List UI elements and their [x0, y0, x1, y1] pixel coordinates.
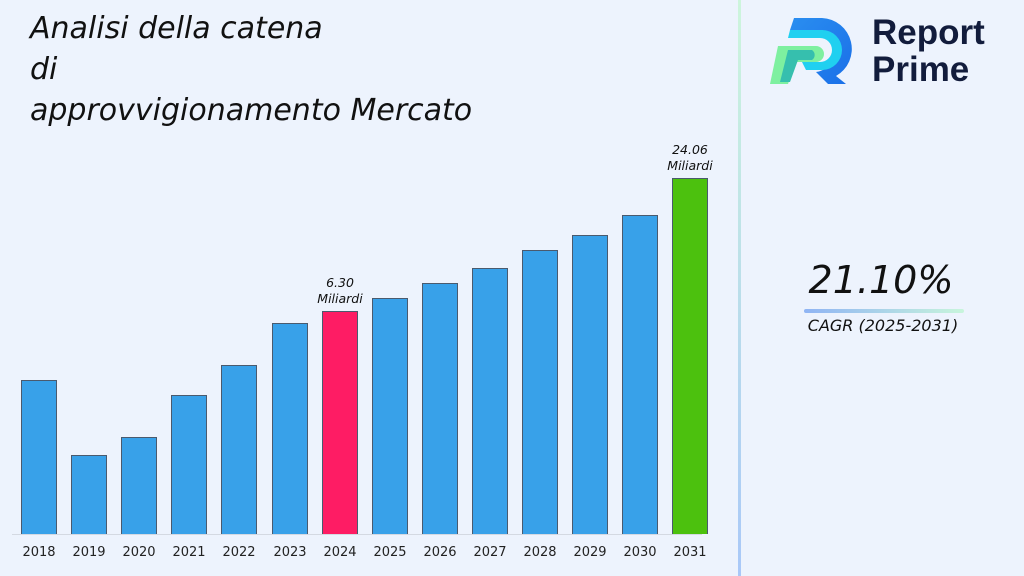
bar-2027: [472, 268, 508, 534]
x-tick-label: 2025: [373, 545, 407, 560]
title-line-3: approvvigionamento Mercato: [30, 93, 473, 128]
bar-2028: [522, 250, 558, 534]
cagr-value: 21.10%: [808, 258, 954, 302]
x-tick-label: 2024: [323, 545, 357, 560]
bar-2020: [121, 437, 157, 534]
x-tick-label: 2029: [573, 545, 607, 560]
report-prime-logo: Report Prime: [766, 14, 1006, 90]
title-line-2: di: [30, 52, 58, 87]
bar-2025: [372, 298, 408, 534]
title-line-1: Analisi della catena: [30, 11, 323, 46]
bar-2030: [622, 215, 658, 534]
bar-2029: [572, 235, 608, 534]
x-tick-label: 2031: [673, 545, 707, 560]
bar-2022: [221, 365, 257, 534]
value-label-2024: 6.30 Miliardi: [317, 275, 363, 306]
bar-2021: [171, 395, 207, 534]
x-tick-label: 2020: [122, 545, 156, 560]
x-tick-label: 2022: [222, 545, 256, 560]
x-tick-label: 2027: [473, 545, 507, 560]
x-tick-label: 2023: [273, 545, 307, 560]
cagr-underline: [804, 309, 964, 313]
x-tick-label: 2021: [172, 545, 206, 560]
x-tick-label: 2030: [623, 545, 657, 560]
x-tick-label: 2028: [523, 545, 557, 560]
bar-chart: 2018 2019 2020 2021 2022 2023 2024 6.30 Miliardi…: [12, 142, 713, 560]
bar-2018: [21, 380, 57, 534]
x-tick-label: 2018: [22, 545, 56, 560]
logo-line-2: Prime: [872, 50, 970, 89]
bar-2019: [71, 455, 107, 534]
bar-2031: [672, 178, 708, 534]
bar-2026: [422, 283, 458, 534]
vertical-divider: [738, 0, 741, 576]
logo-line-1: Report: [872, 13, 985, 52]
logo-wordmark: Report Prime: [872, 14, 985, 88]
bar-2023: [272, 323, 308, 534]
report-prime-r-logo-icon: [770, 18, 852, 84]
bar-2024: [322, 311, 358, 534]
x-tick-label: 2026: [423, 545, 457, 560]
x-tick-label: 2019: [72, 545, 106, 560]
chart-title: Analisi della catena di approvvigionamen…: [30, 8, 472, 131]
cagr-label: CAGR (2025-2031): [807, 316, 959, 335]
x-axis-baseline: [12, 534, 702, 535]
value-label-2031: 24.06 Miliardi: [667, 142, 713, 173]
